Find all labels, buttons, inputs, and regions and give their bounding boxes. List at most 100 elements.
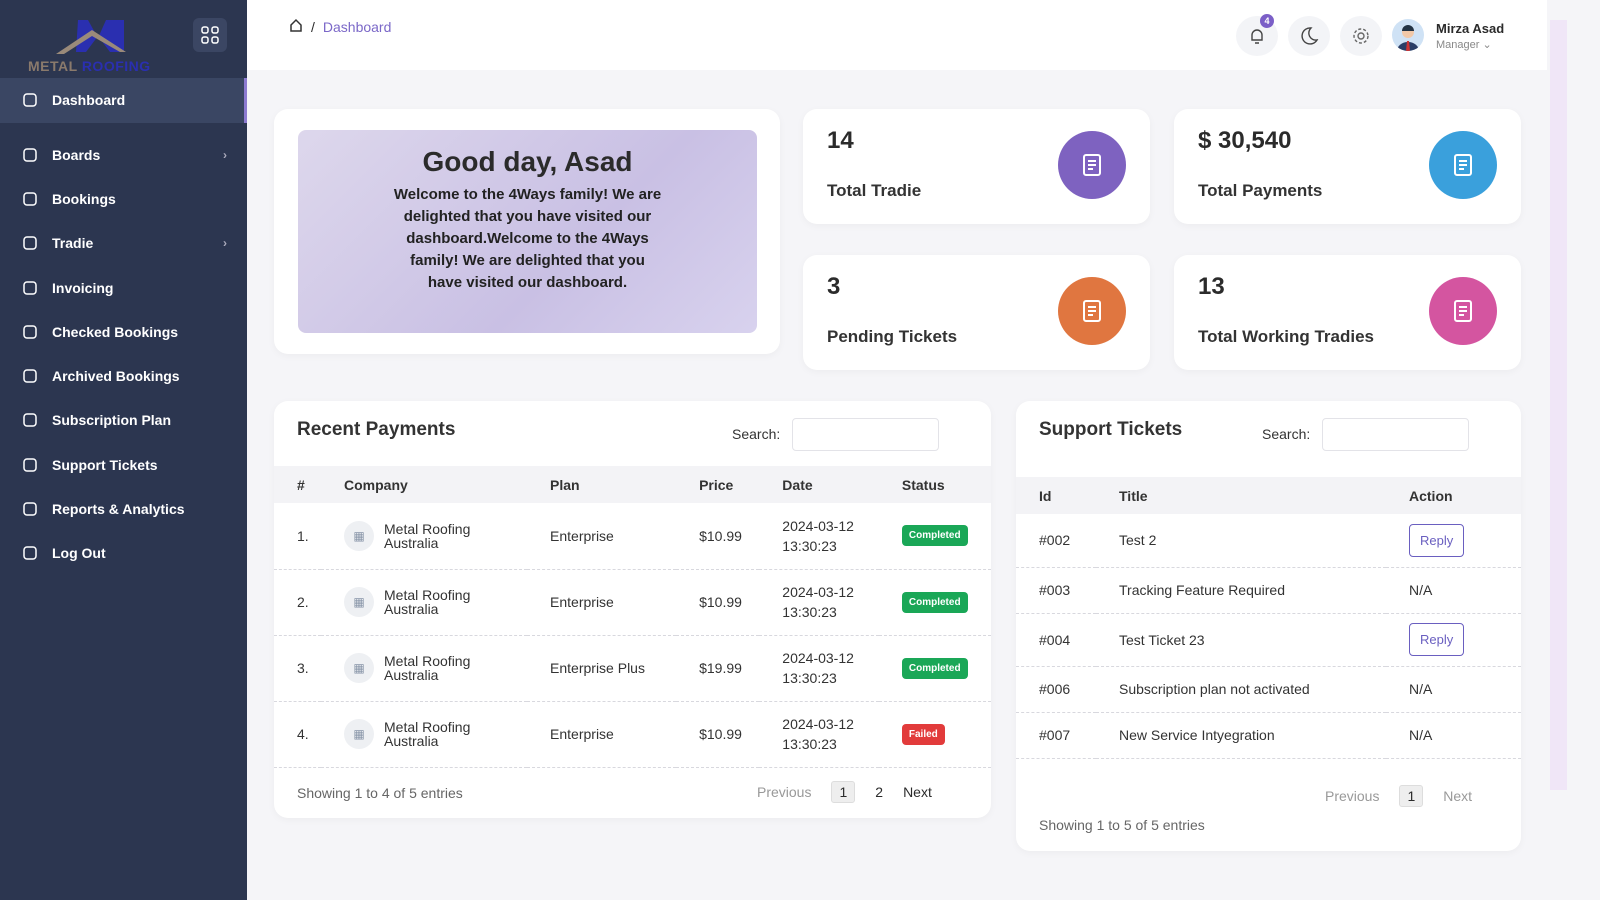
user-name[interactable]: Mirza Asad bbox=[1436, 21, 1505, 36]
user-icon bbox=[20, 233, 40, 253]
date: 2024-03-12 bbox=[782, 716, 854, 732]
sidebar-item-label: Support Tickets bbox=[52, 456, 158, 473]
sidebar-item-bookings[interactable]: Bookings bbox=[0, 177, 247, 221]
reply-button[interactable]: Reply bbox=[1409, 623, 1465, 656]
column-header[interactable]: Date bbox=[759, 466, 879, 503]
chevron-right-icon: › bbox=[223, 236, 227, 251]
column-header[interactable]: Company bbox=[321, 466, 528, 503]
notification-badge: 4 bbox=[1260, 14, 1274, 28]
stat-value: $ 30,540 bbox=[1198, 127, 1292, 154]
next-button[interactable]: Next bbox=[903, 784, 932, 800]
table-row: 3. ▦ Metal Roofing Australia Enterprise P… bbox=[274, 635, 991, 702]
row-number: 3. bbox=[274, 635, 321, 702]
ticket-title: Test Ticket 23 bbox=[1096, 613, 1386, 667]
ticket-title: Subscription plan not activated bbox=[1096, 666, 1386, 713]
page-button[interactable]: 2 bbox=[875, 784, 884, 800]
sidebar-item-label: Boards bbox=[52, 146, 101, 163]
logo-text-a: METAL bbox=[28, 58, 78, 74]
reply-button[interactable]: Reply bbox=[1409, 523, 1465, 557]
stat-label: Pending Tickets bbox=[827, 327, 958, 346]
support-tickets-title: Support Tickets bbox=[1039, 419, 1183, 440]
ticket-id: #004 bbox=[1016, 613, 1096, 667]
sidebar-item-label: Log Out bbox=[52, 545, 106, 562]
time: 13:30:23 bbox=[782, 537, 837, 554]
sidebar-item-support-tickets[interactable]: Support Tickets bbox=[0, 443, 247, 487]
sidebar-item-label: Tradie bbox=[52, 235, 94, 252]
column-header[interactable]: Action bbox=[1386, 477, 1521, 514]
notifications-button[interactable]: 4 bbox=[1236, 14, 1278, 56]
breadcrumb: / Dashboard bbox=[289, 18, 391, 35]
sidebar: METAL ROOFING Dashboard Boards › Bookings Tr… bbox=[0, 0, 247, 900]
column-header[interactable]: Id bbox=[1016, 477, 1096, 514]
sidebar-item-dashboard[interactable]: Dashboard bbox=[0, 78, 247, 123]
plan: Enterprise bbox=[527, 503, 677, 570]
column-header[interactable]: Plan bbox=[527, 466, 677, 503]
date: 2024-03-12 bbox=[782, 650, 854, 666]
logo: METAL ROOFING bbox=[26, 16, 158, 76]
apps-grid-button[interactable] bbox=[193, 18, 227, 52]
scrollbar[interactable] bbox=[1550, 20, 1567, 790]
chart-icon bbox=[20, 499, 40, 519]
tickets-footer: Showing 1 to 5 of 5 entries bbox=[1039, 817, 1205, 833]
payments-search-input[interactable] bbox=[792, 418, 939, 451]
bell-icon bbox=[1251, 29, 1263, 44]
table-row: 2. ▦ Metal Roofing Australia Enterprise $… bbox=[274, 569, 991, 636]
sidebar-item-boards[interactable]: Boards › bbox=[0, 133, 247, 177]
welcome-card: Good day, Asad Welcome to the 4Ways fami… bbox=[274, 109, 780, 354]
sidebar-item-log-out[interactable]: Log Out bbox=[0, 531, 247, 575]
stat-value: 13 bbox=[1198, 273, 1225, 300]
home-icon bbox=[20, 90, 40, 110]
tickets-search-input[interactable] bbox=[1322, 418, 1469, 451]
next-button[interactable]: Next bbox=[1443, 788, 1473, 804]
avatar[interactable] bbox=[1392, 19, 1424, 51]
row-number: 4. bbox=[274, 701, 321, 768]
stat-icon bbox=[1058, 277, 1126, 345]
action-na: N/A bbox=[1409, 582, 1433, 598]
table-row: #002 Test 2 Reply bbox=[1016, 514, 1521, 568]
sidebar-item-label: Subscription Plan bbox=[52, 412, 172, 429]
time: 13:30:23 bbox=[782, 604, 837, 620]
column-header[interactable]: # bbox=[274, 466, 321, 503]
ticket-title: Tracking Feature Required bbox=[1096, 567, 1386, 614]
column-header[interactable]: Title bbox=[1096, 477, 1386, 514]
grid-icon bbox=[201, 26, 219, 44]
home-icon[interactable] bbox=[289, 18, 303, 35]
settings-button[interactable] bbox=[1340, 16, 1382, 56]
sidebar-item-checked-bookings[interactable]: Checked Bookings bbox=[0, 310, 247, 354]
date: 2024-03-12 bbox=[782, 584, 854, 600]
logo-text-b: ROOFING bbox=[81, 58, 151, 74]
table-row: #007 New Service Intyegration N/A bbox=[1016, 712, 1521, 759]
table-row: #006 Subscription plan not activated N/A bbox=[1016, 666, 1521, 713]
price: $10.99 bbox=[676, 503, 760, 570]
column-header[interactable]: Price bbox=[676, 466, 760, 503]
payments-table: # Company Plan Price Date Status 1. ▦ Metal Ro… bbox=[274, 466, 991, 768]
page-button[interactable]: 1 bbox=[1399, 785, 1424, 807]
logo-icon bbox=[56, 20, 126, 54]
tickets-search-label: Search: bbox=[1262, 426, 1311, 442]
page-button[interactable]: 1 bbox=[831, 781, 856, 803]
stat-icon bbox=[1429, 277, 1497, 345]
sidebar-item-subscription-plan[interactable]: Subscription Plan bbox=[0, 398, 247, 442]
shield-icon bbox=[20, 322, 40, 342]
previous-button[interactable]: Previous bbox=[757, 784, 812, 800]
user-role-dropdown[interactable]: Manager ⌄ bbox=[1436, 39, 1492, 51]
ticket-icon bbox=[20, 455, 40, 475]
topbar: / Dashboard 4 Mirza Asad Manager ⌄ bbox=[247, 0, 1547, 70]
board-icon bbox=[20, 145, 40, 165]
sidebar-item-label: Archived Bookings bbox=[52, 368, 180, 385]
table-row: 1. ▦ Metal Roofing Australia Enterprise $… bbox=[274, 503, 991, 570]
support-tickets-card: Support Tickets Search: Id Title Action #0… bbox=[1016, 401, 1521, 851]
company-logo-icon: ▦ bbox=[344, 587, 374, 617]
previous-button[interactable]: Previous bbox=[1325, 788, 1380, 804]
sidebar-item-archived-bookings[interactable]: Archived Bookings bbox=[0, 354, 247, 398]
sidebar-item-label: Invoicing bbox=[52, 279, 114, 296]
dark-mode-button[interactable] bbox=[1288, 16, 1330, 56]
sidebar-item-tradie[interactable]: Tradie › bbox=[0, 221, 247, 265]
tickets-table: Id Title Action #002 Test 2 Reply #003 Tra… bbox=[1016, 477, 1521, 759]
column-header[interactable]: Status bbox=[878, 466, 991, 503]
breadcrumb-separator: / bbox=[311, 18, 315, 35]
sidebar-item-reports-analytics[interactable]: Reports & Analytics bbox=[0, 487, 247, 531]
sidebar-item-invoicing[interactable]: Invoicing bbox=[0, 265, 247, 309]
sidebar-item-label: Checked Bookings bbox=[52, 323, 179, 340]
ticket-id: #006 bbox=[1016, 666, 1096, 713]
